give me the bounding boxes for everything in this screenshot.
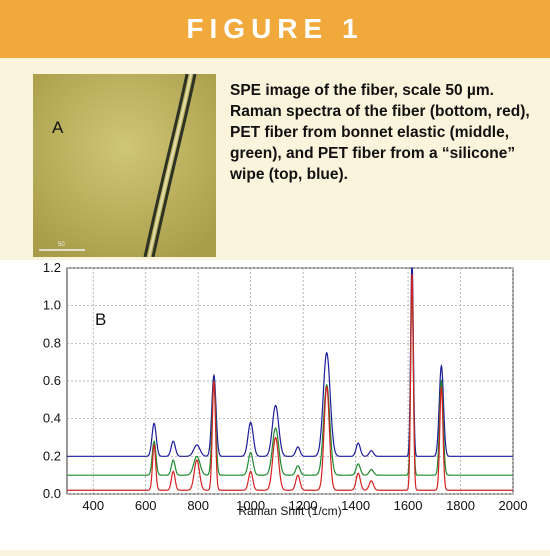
x-axis-title: Raman Shift (1/cm) bbox=[238, 504, 341, 518]
figure-banner: FIGURE 1 bbox=[0, 0, 550, 58]
y-tick-label: 0.8 bbox=[43, 335, 61, 350]
x-tick-labels: 400 600 800 1000 1200 1400 1600 1800 2000 bbox=[82, 498, 527, 513]
series-red-bottom bbox=[67, 273, 513, 491]
x-tick-label: 400 bbox=[82, 498, 104, 513]
plot-area bbox=[66, 267, 514, 495]
y-tick-label: 0.6 bbox=[43, 373, 61, 388]
series-layer bbox=[67, 267, 513, 491]
micrograph-panel-label: A bbox=[52, 118, 64, 137]
chart-panel-label: B bbox=[95, 310, 106, 329]
fiber-core bbox=[147, 74, 193, 257]
x-tick-label: 1800 bbox=[446, 498, 475, 513]
y-tick-label: 0.0 bbox=[43, 486, 61, 501]
fiber-edge-right bbox=[151, 74, 197, 257]
x-tick-label: 800 bbox=[187, 498, 209, 513]
raman-chart: 400 600 800 1000 1200 1400 1600 1800 2000 0.0 0.2… bbox=[0, 260, 550, 550]
x-tick-label: 600 bbox=[135, 498, 157, 513]
y-tick-label: 1.0 bbox=[43, 298, 61, 313]
series-blue-top bbox=[67, 267, 513, 457]
fiber-edge-left bbox=[143, 74, 189, 257]
figure-title: FIGURE 1 bbox=[186, 13, 364, 44]
y-tick-label: 1.2 bbox=[43, 260, 61, 275]
grid-lines bbox=[67, 267, 514, 495]
chart-svg: 400 600 800 1000 1200 1400 1600 1800 2000 0.0 0.2… bbox=[0, 260, 550, 550]
y-tick-label: 0.2 bbox=[43, 448, 61, 463]
y-tick-labels: 0.0 0.2 0.4 0.6 0.8 1.0 1.2 bbox=[43, 260, 61, 501]
figure-caption: SPE image of the fiber, scale 50 µm. Ram… bbox=[230, 82, 530, 183]
x-tick-label: 1600 bbox=[394, 498, 423, 513]
x-tick-label: 1400 bbox=[341, 498, 370, 513]
micrograph-image: A 50 bbox=[33, 74, 216, 257]
series-green-middle bbox=[67, 286, 513, 476]
scale-bar-label: 50 bbox=[58, 242, 65, 248]
x-tick-label: 2000 bbox=[499, 498, 528, 513]
x-tick-label: 1000 bbox=[236, 498, 265, 513]
y-tick-label: 0.4 bbox=[43, 411, 61, 426]
x-tick-label: 1200 bbox=[289, 498, 318, 513]
micrograph-svg: A 50 bbox=[33, 74, 216, 257]
